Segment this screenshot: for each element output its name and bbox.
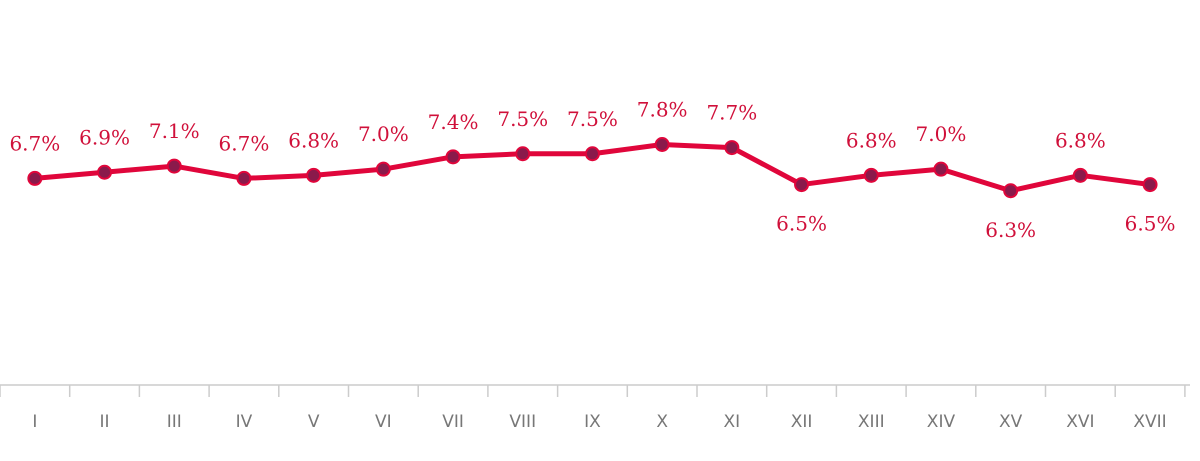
point xyxy=(236,170,252,186)
value-label: 6.7% xyxy=(219,131,270,155)
x-tick-label: XVI xyxy=(1066,412,1094,432)
x-tick-label: XI xyxy=(724,412,741,432)
point xyxy=(933,161,949,177)
point xyxy=(584,146,600,162)
x-tick-label: XIII xyxy=(858,412,885,432)
x-tick-label: VIII xyxy=(509,412,536,432)
x-tick-label: XVII xyxy=(1133,412,1166,432)
x-tick-label: III xyxy=(167,412,182,432)
x-tick-label: VI xyxy=(375,412,392,432)
x-tick-label: X xyxy=(656,412,668,432)
point xyxy=(863,167,879,183)
x-tick-label: VII xyxy=(442,412,464,432)
x-tick-label: IX xyxy=(584,412,601,432)
value-label: 7.0% xyxy=(916,122,967,146)
value-label: 6.8% xyxy=(846,128,897,152)
value-label: 6.9% xyxy=(79,125,130,149)
x-tick-label: I xyxy=(32,412,37,432)
point xyxy=(445,149,461,165)
point xyxy=(1142,177,1158,193)
point xyxy=(654,137,670,152)
x-tick-label: XIV xyxy=(927,412,956,432)
point xyxy=(1072,167,1088,183)
point xyxy=(794,177,810,193)
point xyxy=(375,161,391,177)
value-label: 7.5% xyxy=(497,107,548,131)
x-tick-label: IV xyxy=(236,412,253,432)
value-label: 7.4% xyxy=(428,110,479,134)
value-label: 6.8% xyxy=(1055,128,1106,152)
value-label: 6.5% xyxy=(776,212,827,236)
x-tick-label: V xyxy=(308,412,320,432)
value-label: 6.5% xyxy=(1125,212,1176,236)
x-tick-label: XV xyxy=(999,412,1023,432)
x-tick-label: II xyxy=(100,412,110,432)
point xyxy=(97,164,113,180)
value-label: 7.7% xyxy=(706,101,757,125)
value-label: 7.5% xyxy=(567,107,618,131)
value-label: 6.7% xyxy=(9,131,60,155)
value-label: 6.3% xyxy=(985,218,1036,242)
value-label: 7.0% xyxy=(358,122,409,146)
point xyxy=(27,170,43,186)
value-label: 6.8% xyxy=(288,128,339,152)
point xyxy=(724,140,740,156)
point xyxy=(1003,183,1019,199)
point xyxy=(306,167,322,183)
value-label: 7.1% xyxy=(149,119,200,143)
x-tick-label: XII xyxy=(791,412,813,432)
value-label: 7.8% xyxy=(637,98,688,122)
point xyxy=(515,146,531,162)
point xyxy=(166,158,182,174)
